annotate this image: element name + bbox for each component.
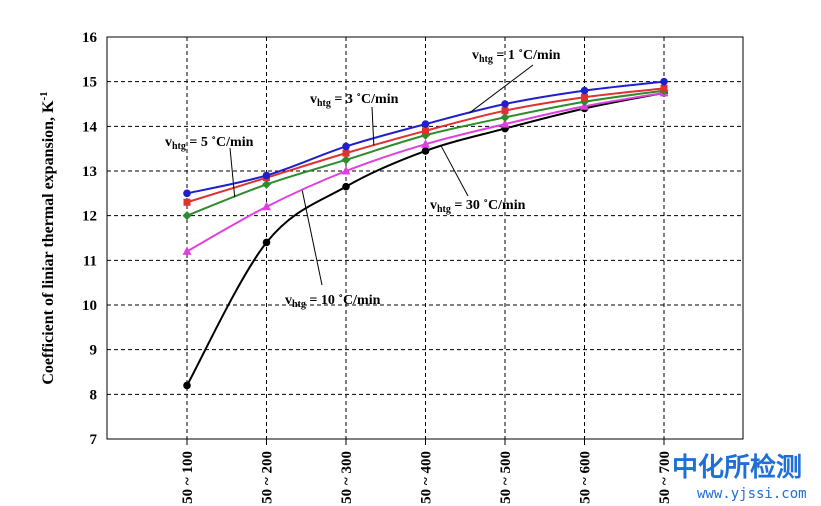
data-point [660,77,668,86]
plot-frame [106,36,744,440]
y-tick-label: 13 [82,164,97,180]
x-tick-label: 50 ~ 700 [657,451,673,504]
x-tick-label: 50 ~ 200 [260,451,276,504]
data-point [501,100,509,108]
annotation-v: v [165,135,172,150]
data-point [342,142,350,151]
data-point [501,107,509,115]
y-tick-label: 7 [90,432,98,448]
annotation-v: v [310,92,317,107]
annotation-leader [371,106,375,146]
x-tick-label: 50 ~ 400 [419,451,435,504]
annotation-rate: = 30 ˚C/min [451,198,526,213]
y-tick-label: 10 [82,298,97,314]
x-tick-label: 50 ~ 500 [498,451,514,504]
series [182,77,669,390]
annotation-leader [301,190,323,286]
data-point [262,238,271,247]
data-point [422,127,429,135]
x-tick-label: 50 ~ 600 [578,451,594,504]
annotation-rate: = 3 ˚C/min [331,92,399,107]
annotation-leader [440,146,469,197]
data-point [342,149,350,157]
annotation-label: vhtg = 1 ˚C/min [472,48,561,65]
y-axis-label-exponent: -1 [38,91,50,100]
x-tick-label: 50 ~ 300 [339,451,355,504]
data-point [580,86,589,95]
watermark: 中化所检测 www.yjssi.com [672,452,807,502]
y-tick-label: 11 [83,253,97,269]
y-axis-label: Coefficient of liniar thermal expansion,… [38,91,57,384]
data-point [581,93,588,101]
data-point [660,84,668,92]
data-point [262,201,271,211]
watermark-brand: 中化所检测 [672,452,802,483]
y-tick-label: 8 [90,387,98,403]
grid [107,37,743,439]
data-point [183,189,191,198]
data-point [421,147,430,155]
annotation-rate: = 10 ˚C/min [306,293,381,308]
data-point [183,198,191,206]
data-point [421,120,430,128]
annotation-label: vhtg = 5 ˚C/min [165,135,254,152]
data-point [182,211,192,221]
data-point [341,155,351,165]
annotation-subscript: htg [437,204,451,215]
y-tick-label: 16 [82,30,98,46]
annotation-leader [229,147,236,197]
annotation-leader [468,64,534,114]
x-axis-ticks: 50 ~ 100 50 ~ 200 50 ~ 300 50 ~ 400 50 ~ 500… [180,439,673,504]
y-tick-label: 14 [82,119,98,135]
annotation-label: vhtg = 3 ˚C/min [310,92,399,109]
watermark-url: www.yjssi.com [697,486,807,502]
annotation-subscript: htg [317,98,331,109]
data-point [341,166,351,175]
annotation-rate: = 5 ˚C/min [186,135,254,150]
data-point [183,381,191,390]
annotation-v: v [285,293,292,308]
data-point [182,246,192,255]
annotation-subscript: htg [479,54,493,65]
annotation-rate: = 1 ˚C/min [493,48,561,63]
series-0 [183,77,668,198]
data-point [262,179,271,189]
data-point [262,171,271,180]
y-axis-label-text: Coefficient of liniar thermal expansion,… [40,100,57,385]
annotation-label: vhtg = 10 ˚C/min [285,293,381,310]
data-point [342,182,350,191]
annotation-label: vhtg = 30 ˚C/min [430,198,526,215]
annotation-leaders [229,64,534,286]
y-tick-label: 15 [82,75,97,91]
annotation-subscript: htg [172,141,186,152]
annotation-subscript: htg [292,299,306,310]
y-tick-label: 9 [90,343,98,359]
y-tick-label: 12 [82,209,97,225]
annotation-v: v [472,48,479,63]
data-point [500,112,510,122]
x-tick-label: 50 ~ 100 [180,451,196,504]
y-axis-ticks: 7 8 9 10 11 12 13 14 15 16 [82,30,98,448]
data-point [500,119,510,128]
data-point [421,139,430,148]
annotation-v: v [430,198,437,213]
